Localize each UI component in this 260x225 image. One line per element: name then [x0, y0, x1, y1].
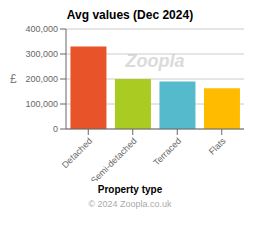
svg-text:Flats: Flats [207, 136, 228, 157]
svg-text:400,000: 400,000 [25, 24, 58, 34]
svg-text:0: 0 [53, 124, 58, 134]
svg-text:Terraced: Terraced [151, 136, 183, 168]
html-text:© 2024 Zoopla.co.uk: © 2024 Zoopla.co.uk [88, 199, 172, 209]
html-text:Avg values (Dec 2024): Avg values (Dec 2024) [66, 8, 194, 22]
svg-text:100,000: 100,000 [25, 99, 58, 109]
svg-text:£: £ [10, 72, 17, 86]
svg-text:Detached: Detached [60, 136, 94, 170]
svg-text:200,000: 200,000 [25, 74, 58, 84]
html-text:Zoopla: Zoopla [125, 51, 185, 71]
svg-text:300,000: 300,000 [25, 49, 58, 59]
html-text:Property type: Property type [97, 184, 163, 195]
svg-text:Semi-detached: Semi-detached [89, 136, 139, 181]
